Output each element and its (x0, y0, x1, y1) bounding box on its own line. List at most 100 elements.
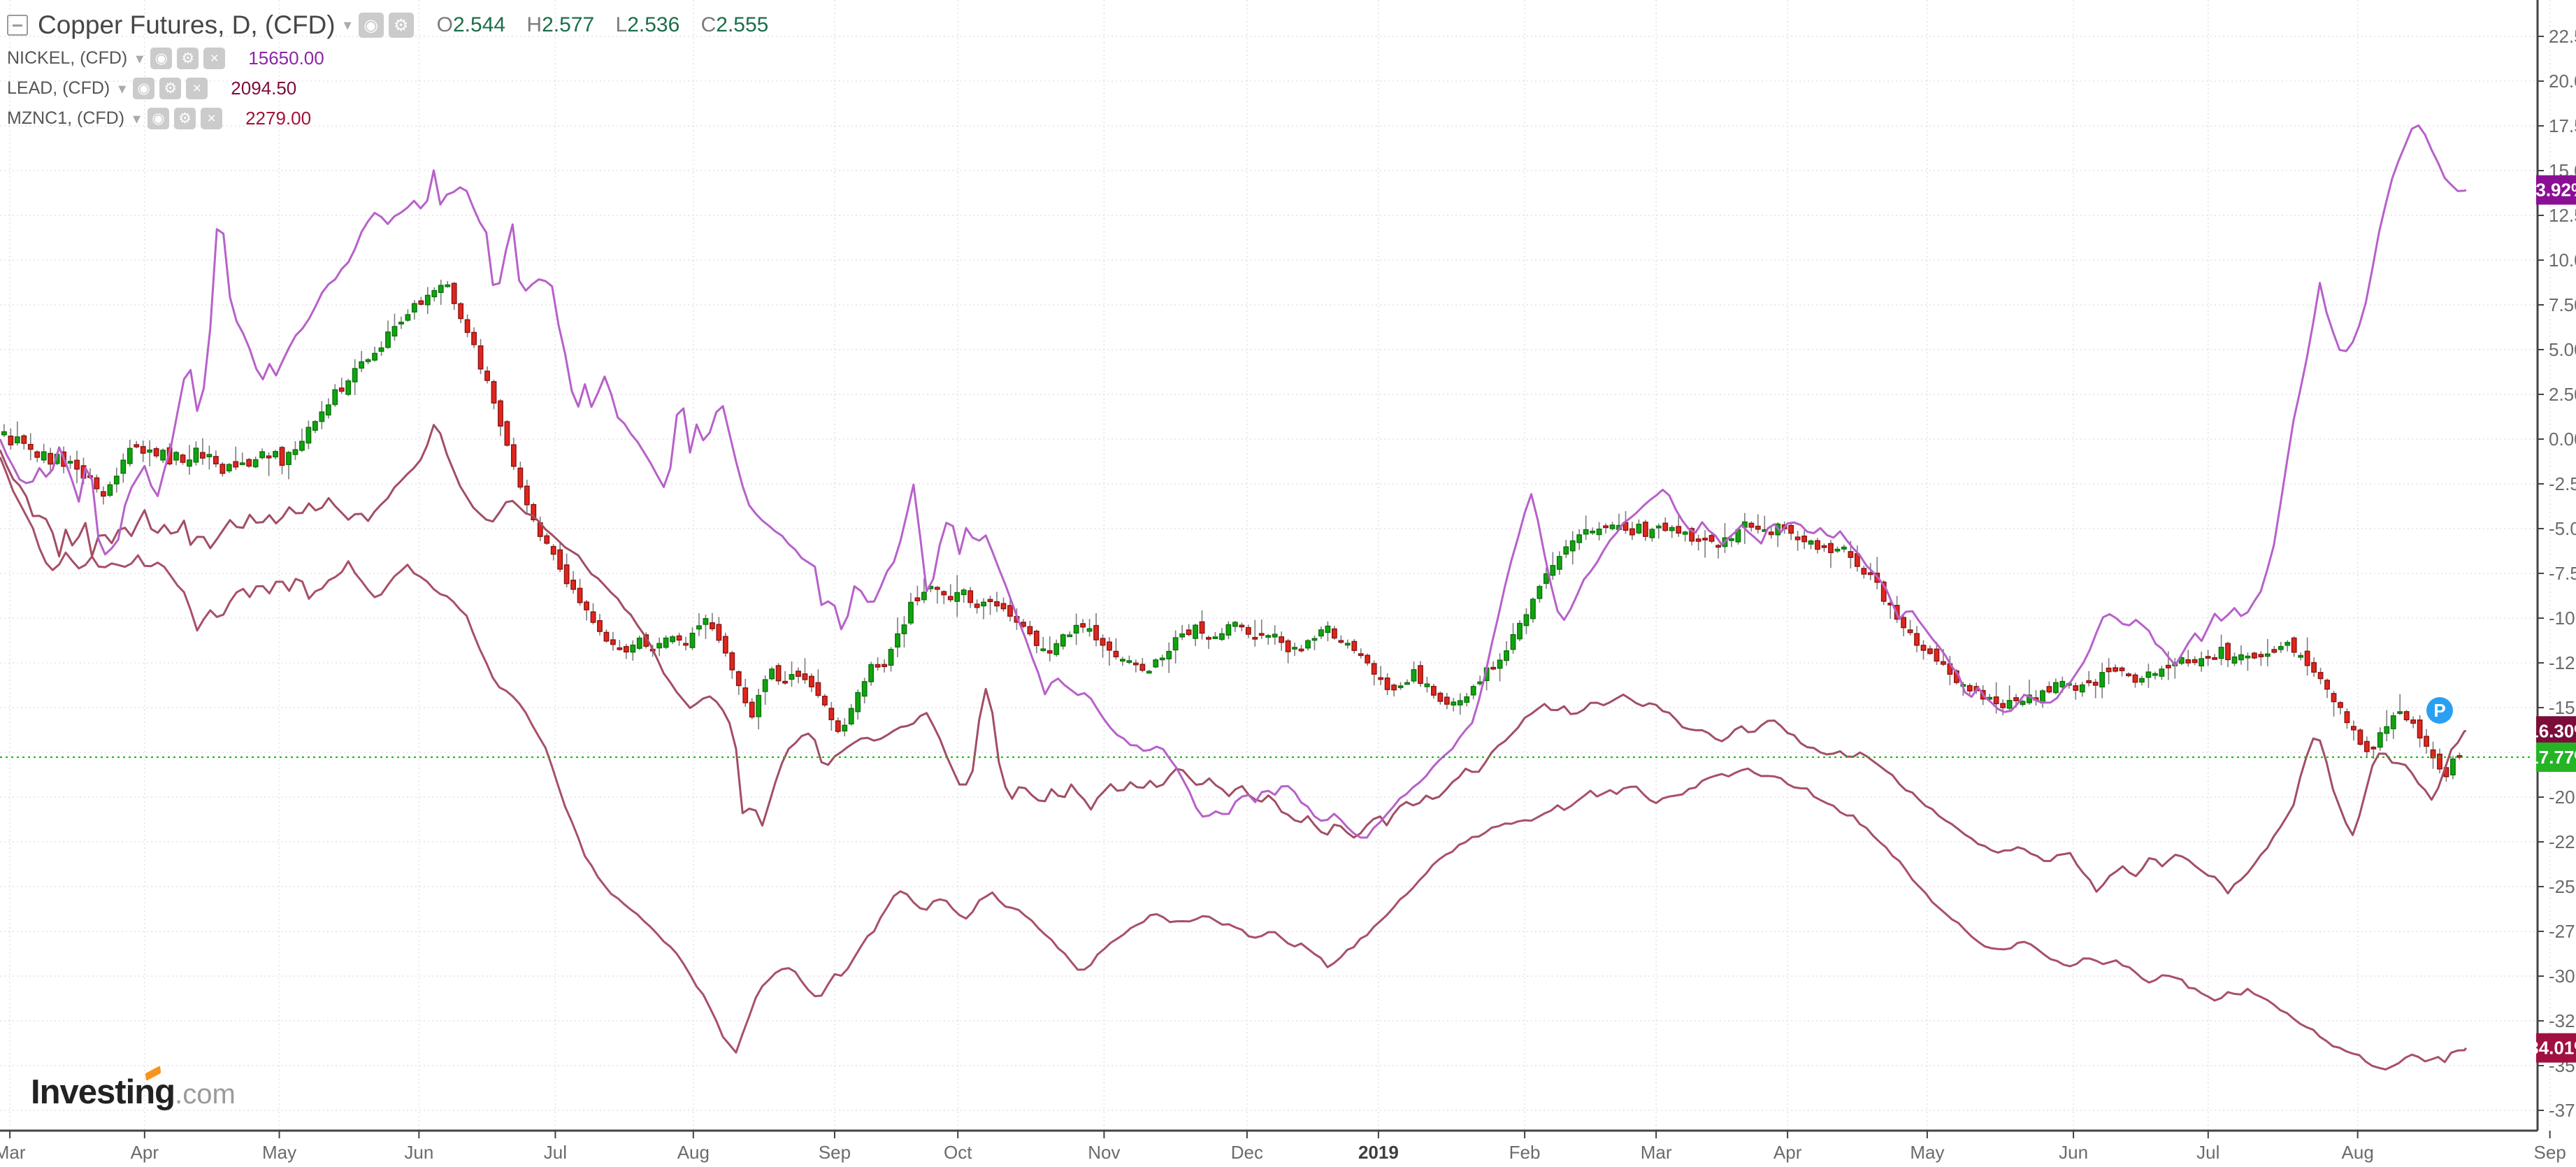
candle-up (1510, 633, 1516, 650)
price-badge-label-copper: -17.77% (2523, 747, 2576, 768)
candle-down (1794, 536, 1801, 540)
candle-down (994, 601, 1000, 607)
candle-up (1404, 682, 1410, 685)
candle-down (821, 696, 828, 706)
candle-down (722, 636, 728, 654)
x-axis-label: Feb (1509, 1142, 1541, 1163)
gear-icon[interactable]: ⚙ (159, 78, 182, 99)
candle-up (656, 643, 663, 649)
candle-up (1583, 529, 1589, 535)
open-label: O (436, 13, 453, 36)
candle-down (1285, 640, 1291, 652)
candle-up (1517, 622, 1523, 640)
x-axis-label: May (262, 1142, 296, 1163)
candle-up (960, 589, 967, 596)
price-badge-lead (2536, 716, 2576, 746)
close-label: C (700, 13, 717, 36)
y-axis-label: -25.00% (2549, 876, 2576, 897)
candle-down (1371, 663, 1377, 675)
candle-up (1729, 538, 1734, 541)
overlay-name[interactable]: LEAD, (CFD) (7, 78, 110, 98)
candle-up (147, 449, 153, 453)
candle-down (1880, 581, 1887, 602)
candle-down (1828, 543, 1834, 553)
candle-down (676, 635, 682, 641)
y-axis-label: -22.50% (2549, 831, 2576, 852)
overlay-name[interactable]: NICKEL, (CFD) (7, 48, 128, 68)
candle-down (1437, 692, 1444, 702)
candle-up (2450, 758, 2456, 775)
candle-down (563, 564, 570, 585)
candle-up (848, 708, 854, 724)
candle-down (1331, 628, 1337, 639)
close-icon[interactable]: × (203, 48, 226, 69)
candle-down (2363, 740, 2370, 752)
candle-up (259, 451, 266, 459)
close-icon[interactable]: × (186, 78, 208, 99)
candle-down (2106, 667, 2112, 673)
candle-down (570, 580, 576, 590)
visibility-icon[interactable]: ◉ (147, 108, 170, 129)
candle-down (610, 639, 616, 645)
candle-up (954, 592, 960, 602)
visibility-icon[interactable]: ◉ (358, 13, 384, 38)
candle-down (477, 345, 484, 370)
candle-down (246, 459, 252, 467)
overlay-name[interactable]: MZNC1, (CFD) (7, 108, 125, 128)
candle-down (1033, 631, 1039, 646)
candle-down (266, 455, 272, 459)
candle-up (1596, 528, 1602, 536)
gear-icon[interactable]: ⚙ (177, 48, 199, 69)
candle-up (1292, 647, 1297, 650)
publication-marker-icon[interactable] (2426, 697, 2453, 724)
candle-down (2351, 726, 2356, 731)
chevron-down-icon[interactable]: ▾ (136, 49, 144, 67)
candle-down (603, 631, 610, 642)
candle-up (319, 411, 325, 422)
candle-down (2410, 719, 2417, 724)
close-icon[interactable]: × (201, 108, 223, 129)
candle-up (2052, 682, 2059, 694)
y-axis-label: -7.50% (2549, 563, 2576, 584)
candle-up (305, 427, 312, 444)
symbol-title[interactable]: Copper Futures, D, (CFD) (38, 10, 336, 39)
candle-down (1239, 624, 1245, 628)
candle-down (1199, 621, 1205, 634)
gear-icon[interactable]: ⚙ (174, 108, 196, 129)
x-axis-label: Jun (2059, 1142, 2088, 1163)
chevron-down-icon[interactable]: ▾ (118, 79, 127, 97)
visibility-icon[interactable]: ◉ (133, 78, 155, 99)
collapse-icon[interactable] (7, 15, 28, 36)
candle-down (1629, 528, 1635, 536)
candle-down (2331, 693, 2337, 703)
chevron-down-icon[interactable]: ▾ (133, 109, 141, 127)
candle-down (1748, 522, 1755, 528)
y-axis-label: -15.00% (2549, 697, 2576, 718)
candle-down (2212, 657, 2217, 660)
y-axis-label: -12.50% (2549, 652, 2576, 673)
candle-up (1497, 659, 1503, 669)
y-axis-label: -27.50% (2549, 921, 2576, 942)
candle-up (41, 451, 47, 461)
candle-up (756, 694, 762, 717)
investing-com-logo: Investing.com (31, 1066, 236, 1112)
chevron-down-icon[interactable]: ▾ (343, 16, 352, 34)
candle-up (1556, 556, 1562, 570)
candle-down (524, 485, 530, 506)
candle-up (1464, 696, 1470, 703)
y-axis-label: -32.50% (2549, 1010, 2576, 1031)
candle-down (2338, 702, 2343, 708)
candle-up (789, 674, 795, 680)
main-symbol-row: Copper Futures, D, (CFD) ▾ ◉ ⚙ O2.544 H2… (7, 7, 784, 43)
candle-up (769, 668, 775, 680)
candle-down (1080, 623, 1086, 628)
zinc-series-line (0, 457, 2468, 1071)
candle-up (292, 449, 298, 455)
candle-up (299, 441, 305, 451)
candle-up (2020, 701, 2026, 706)
visibility-icon[interactable]: ◉ (150, 48, 173, 69)
candle-down (2119, 667, 2125, 671)
candle-down (2357, 729, 2363, 745)
candle-down (1206, 637, 1211, 640)
gear-icon[interactable]: ⚙ (388, 13, 414, 38)
